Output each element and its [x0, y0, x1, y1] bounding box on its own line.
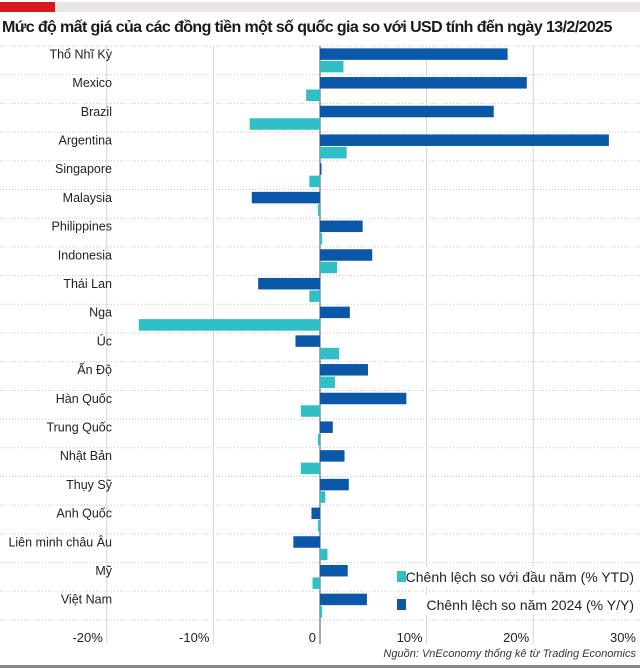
red-accent [0, 2, 55, 12]
bar-ytd [320, 60, 344, 73]
category-label: Thái Lan [63, 277, 112, 291]
bar-ytd [320, 548, 328, 561]
bar-yoy [320, 306, 350, 319]
bar-ytd [320, 261, 338, 274]
bar-yoy [320, 450, 345, 462]
category-label: Hàn Quốc [56, 392, 112, 406]
bar-ytd [300, 405, 320, 417]
bar-ytd [312, 577, 320, 589]
x-tick-label: -10% [179, 630, 210, 645]
bar-ytd [138, 319, 320, 331]
bar-ytd [320, 376, 335, 389]
x-tick-label: 30% [610, 630, 636, 645]
bar-yoy [251, 191, 320, 204]
bar-yoy [320, 134, 609, 146]
bar-yoy [320, 593, 367, 606]
bar-ytd [306, 89, 320, 102]
bar-ytd [300, 462, 320, 475]
bar-ytd [309, 175, 320, 188]
category-label: Mexico [72, 76, 112, 90]
x-tick-label: 0 [309, 630, 316, 645]
bottom-rule [0, 665, 640, 668]
bar-yoy [320, 105, 494, 118]
bar-yoy [293, 536, 320, 548]
x-tick-label: 20% [503, 630, 529, 645]
x-tick-label: 10% [397, 630, 423, 645]
category-label: Úc [97, 333, 112, 348]
bar-yoy [320, 564, 348, 577]
bar-yoy [320, 163, 322, 175]
legend-label: Chênh lệch so năm 2024 (% Y/Y) [426, 597, 634, 613]
bar-ytd [320, 146, 347, 159]
bar-yoy [320, 364, 368, 376]
bar-ytd [317, 433, 320, 446]
bar-yoy [311, 507, 320, 520]
category-label: Thụy Sỹ [66, 478, 113, 492]
category-label: Thổ Nhĩ Kỳ [49, 47, 112, 61]
bar-ytd [320, 491, 326, 503]
category-label: Liên minh châu Âu [8, 534, 112, 549]
legend-label: Chênh lệch so với đầu năm (% YTD) [406, 569, 634, 585]
bar-ytd [320, 233, 323, 245]
category-label: Việt Nam [61, 593, 112, 607]
bar-ytd [317, 520, 320, 532]
bar-yoy [295, 335, 320, 347]
source-note: Nguồn: VnEconomy thống kê từ Trading Eco… [383, 648, 636, 660]
category-label: Nhật Bản [60, 449, 112, 463]
bar-ytd [320, 347, 340, 360]
bar-yoy [320, 249, 373, 261]
bar-ytd [309, 290, 320, 302]
category-label: Trung Quốc [46, 420, 112, 434]
category-label: Brazil [81, 105, 112, 119]
category-label: Anh Quốc [56, 507, 112, 521]
top-accent-bar [0, 2, 640, 12]
category-label: Philippines [52, 220, 112, 234]
bar-yoy [320, 77, 527, 89]
chart-title: Mức độ mất giá của các đồng tiền một số … [2, 19, 612, 36]
bar-yoy [320, 220, 363, 233]
bar-yoy [320, 478, 349, 491]
category-label: Malaysia [63, 191, 112, 205]
bar-yoy [320, 392, 407, 405]
category-label: Singapore [55, 162, 112, 176]
category-label: Ấn Độ [77, 362, 112, 377]
category-label: Argentina [58, 133, 112, 147]
legend-background [392, 595, 638, 615]
bar-ytd [317, 204, 320, 216]
category-label: Indonesia [58, 248, 112, 262]
bar-yoy [258, 277, 320, 290]
category-label: Nga [89, 306, 112, 320]
legend-background [392, 567, 638, 587]
category-label: Mỹ [95, 564, 112, 578]
x-tick-label: -20% [72, 630, 103, 645]
bar-ytd [320, 606, 323, 618]
bar-ytd [249, 118, 320, 130]
legend-swatch [397, 571, 406, 582]
bar-yoy [320, 48, 508, 60]
legend-swatch [397, 599, 406, 610]
bar-yoy [320, 421, 333, 433]
